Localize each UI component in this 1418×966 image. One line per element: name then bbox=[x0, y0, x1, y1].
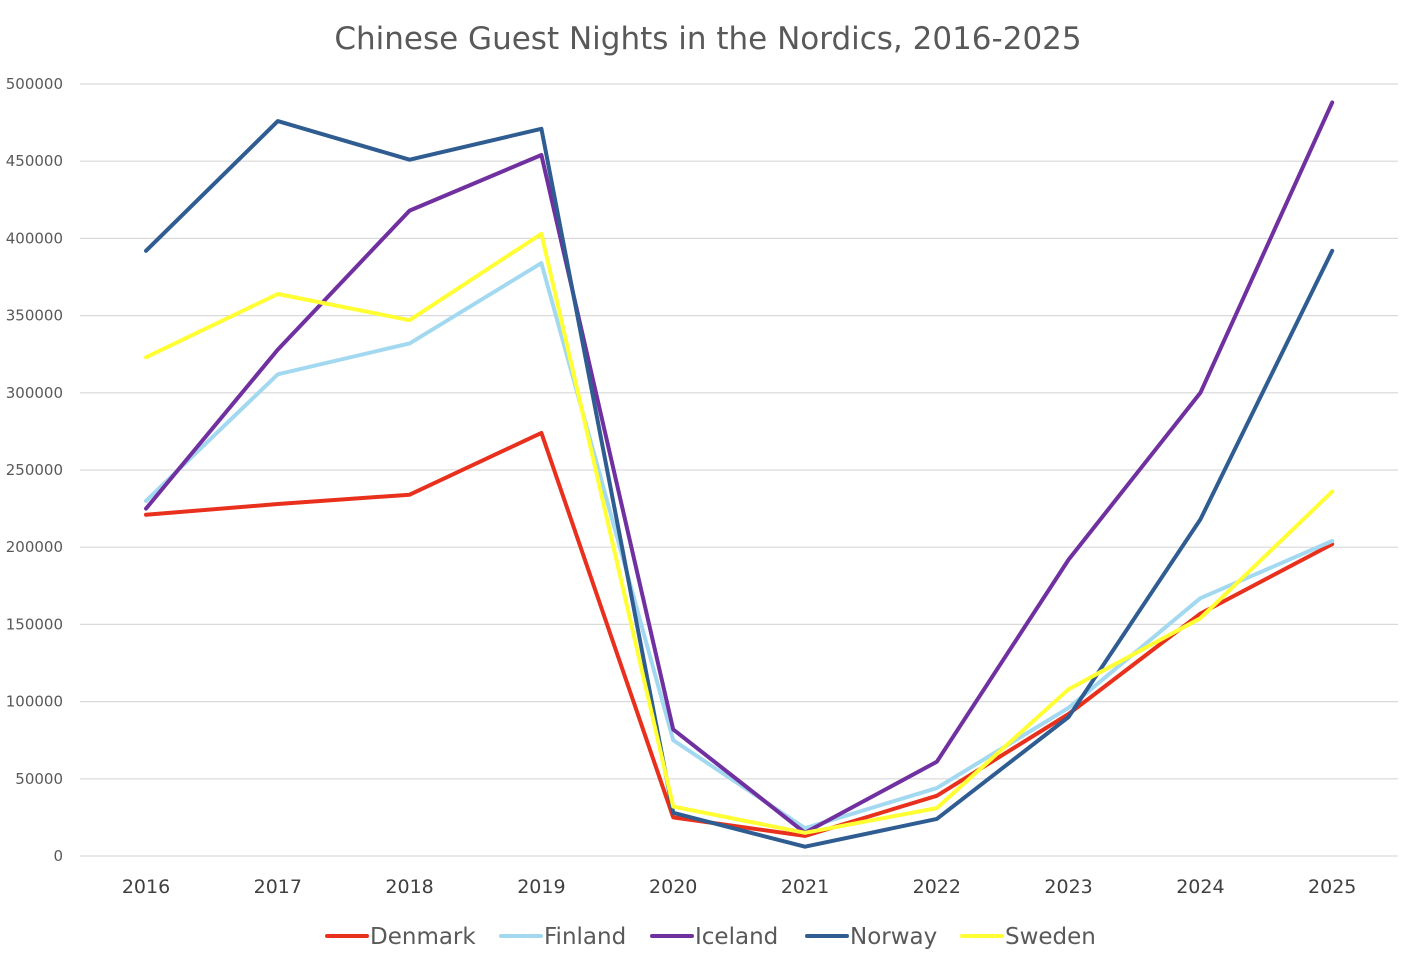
y-tick-label: 100000 bbox=[6, 693, 63, 711]
x-tick-label: 2018 bbox=[385, 876, 433, 898]
legend-item-finland: Finland bbox=[499, 924, 626, 950]
gridlines bbox=[80, 83, 1398, 857]
x-tick-label: 2016 bbox=[122, 876, 170, 898]
series-line-denmark bbox=[144, 430, 1335, 838]
series-lines bbox=[144, 100, 1335, 849]
x-tick-label: 2024 bbox=[1176, 876, 1224, 898]
legend: Denmark Finland Iceland Norway Sweden bbox=[325, 924, 1096, 950]
x-tick-label: 2022 bbox=[913, 876, 961, 898]
y-tick-label: 500000 bbox=[6, 75, 63, 93]
legend-label: Finland bbox=[544, 924, 626, 950]
series-line-iceland bbox=[144, 100, 1335, 835]
legend-label: Sweden bbox=[1005, 924, 1096, 950]
y-tick-label: 300000 bbox=[6, 384, 63, 402]
x-tick-label: 2020 bbox=[649, 876, 697, 898]
x-tick-label: 2019 bbox=[517, 876, 565, 898]
chart-title: Chinese Guest Nights in the Nordics, 201… bbox=[334, 21, 1081, 57]
y-tick-label: 150000 bbox=[6, 615, 63, 633]
x-tick-label: 2025 bbox=[1308, 876, 1356, 898]
y-tick-label: 200000 bbox=[6, 538, 63, 556]
y-tick-label: 350000 bbox=[6, 307, 63, 325]
series-line-finland bbox=[144, 261, 1335, 831]
x-axis-ticks: 2016 2017 2018 2019 2020 2021 2022 2023 2024 2025 bbox=[122, 876, 1357, 898]
legend-item-norway: Norway bbox=[805, 924, 937, 950]
legend-item-denmark: Denmark bbox=[325, 924, 476, 950]
legend-item-iceland: Iceland bbox=[650, 924, 778, 950]
y-tick-label: 0 bbox=[53, 847, 63, 865]
y-tick-label: 250000 bbox=[6, 461, 63, 479]
series-line-sweden bbox=[144, 231, 1335, 835]
x-tick-label: 2021 bbox=[781, 876, 829, 898]
x-tick-label: 2023 bbox=[1044, 876, 1092, 898]
legend-item-sweden: Sweden bbox=[960, 924, 1096, 950]
legend-label: Norway bbox=[850, 924, 937, 950]
legend-label: Denmark bbox=[370, 924, 476, 950]
series-line-norway bbox=[144, 119, 1335, 849]
y-tick-label: 450000 bbox=[6, 152, 63, 170]
legend-label: Iceland bbox=[695, 924, 778, 950]
y-tick-label: 50000 bbox=[15, 770, 63, 788]
x-tick-label: 2017 bbox=[254, 876, 302, 898]
y-tick-label: 400000 bbox=[6, 229, 63, 247]
y-axis-ticks: 0 50000 100000 150000 200000 250000 300000 3500… bbox=[6, 75, 63, 865]
